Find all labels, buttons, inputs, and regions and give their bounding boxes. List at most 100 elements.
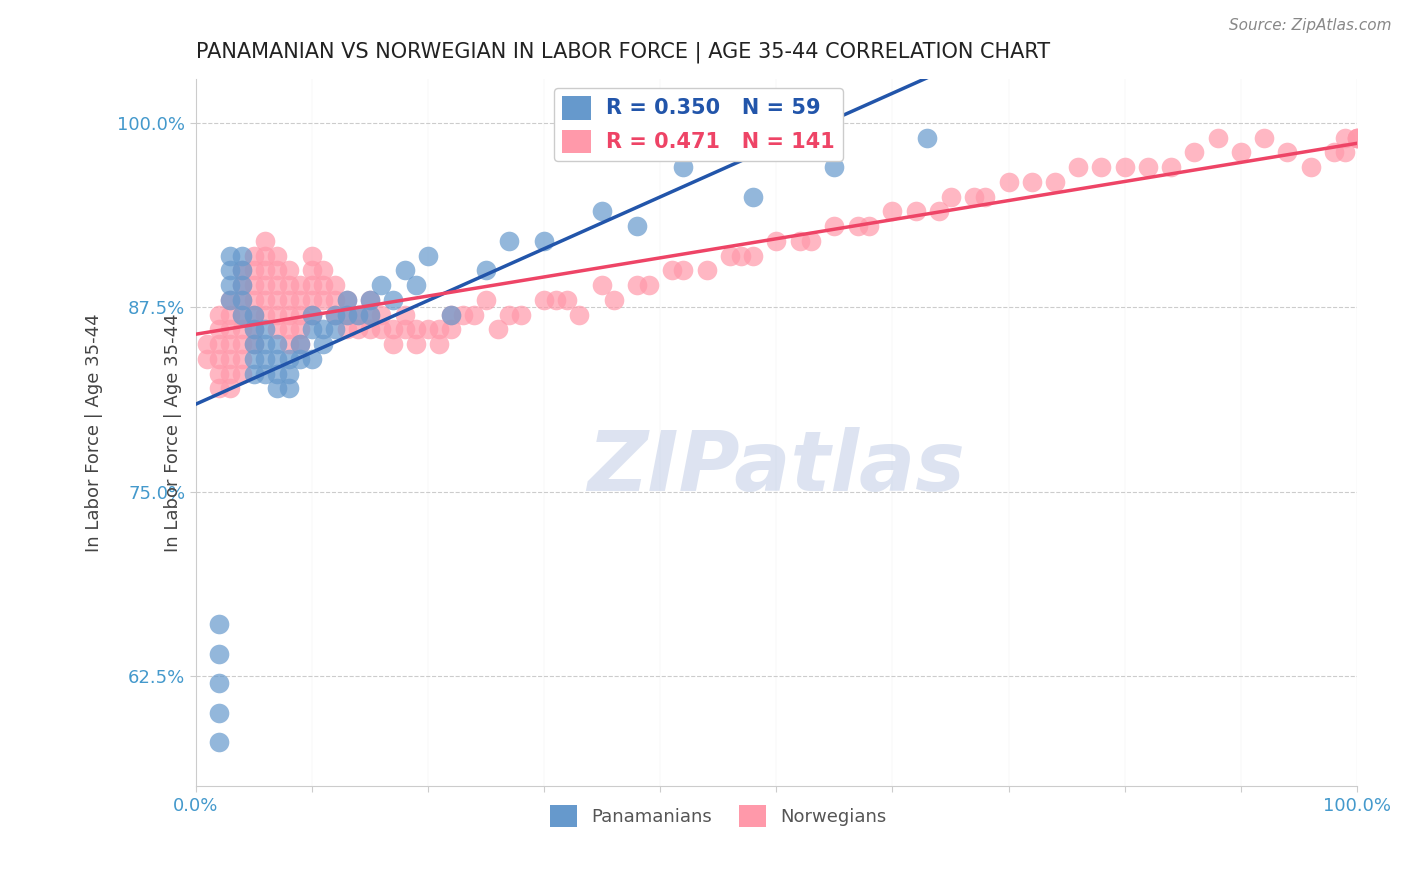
Panamanians (208, 617, 231, 632)
Panamanians (242, 308, 264, 322)
Norwegians (568, 308, 591, 322)
Panamanians (266, 337, 288, 351)
Panamanians (208, 676, 231, 690)
Norwegians (498, 308, 520, 322)
Panamanians (382, 293, 405, 307)
Norwegians (359, 322, 381, 336)
Norwegians (242, 263, 264, 277)
Norwegians (323, 293, 346, 307)
Norwegians (1114, 160, 1136, 174)
Norwegians (1334, 145, 1357, 160)
Panamanians (231, 249, 253, 263)
Panamanians (301, 351, 323, 366)
Norwegians (440, 322, 463, 336)
Norwegians (882, 204, 904, 219)
Panamanians (254, 367, 277, 381)
Norwegians (463, 308, 485, 322)
Panamanians (254, 337, 277, 351)
Panamanians (672, 160, 695, 174)
Norwegians (277, 337, 299, 351)
Norwegians (486, 322, 509, 336)
Text: ZIPatlas: ZIPatlas (588, 427, 966, 508)
Norwegians (370, 308, 392, 322)
Norwegians (301, 249, 323, 263)
Panamanians (323, 322, 346, 336)
Panamanians (242, 351, 264, 366)
Norwegians (672, 263, 695, 277)
Norwegians (266, 263, 288, 277)
Norwegians (1334, 130, 1357, 145)
Norwegians (277, 322, 299, 336)
Norwegians (591, 278, 613, 293)
Norwegians (904, 204, 927, 219)
Panamanians (347, 308, 370, 322)
Norwegians (312, 293, 335, 307)
Panamanians (277, 381, 299, 395)
Norwegians (266, 249, 288, 263)
Norwegians (242, 293, 264, 307)
Norwegians (1346, 130, 1368, 145)
Norwegians (208, 367, 231, 381)
Panamanians (288, 351, 311, 366)
Text: Source: ZipAtlas.com: Source: ZipAtlas.com (1229, 18, 1392, 33)
Norwegians (208, 351, 231, 366)
Norwegians (231, 308, 253, 322)
Panamanians (301, 308, 323, 322)
Panamanians (208, 706, 231, 720)
Norwegians (555, 293, 578, 307)
Norwegians (394, 308, 416, 322)
Norwegians (219, 322, 242, 336)
Panamanians (277, 367, 299, 381)
Norwegians (416, 322, 439, 336)
Panamanians (266, 351, 288, 366)
Norwegians (208, 322, 231, 336)
Norwegians (823, 219, 845, 233)
Norwegians (382, 337, 405, 351)
Panamanians (254, 351, 277, 366)
Norwegians (1206, 130, 1229, 145)
Norwegians (195, 351, 218, 366)
Panamanians (277, 351, 299, 366)
Panamanians (231, 278, 253, 293)
Norwegians (301, 308, 323, 322)
Norwegians (277, 263, 299, 277)
Panamanians (533, 234, 555, 248)
Norwegians (440, 308, 463, 322)
Norwegians (312, 263, 335, 277)
Panamanians (359, 308, 381, 322)
Norwegians (846, 219, 869, 233)
Norwegians (429, 337, 451, 351)
Norwegians (288, 278, 311, 293)
Norwegians (219, 308, 242, 322)
Norwegians (208, 337, 231, 351)
Panamanians (416, 249, 439, 263)
Norwegians (1067, 160, 1090, 174)
Panamanians (591, 204, 613, 219)
Panamanians (254, 322, 277, 336)
Panamanians (336, 308, 359, 322)
Norwegians (323, 278, 346, 293)
Panamanians (498, 234, 520, 248)
Norwegians (242, 278, 264, 293)
Norwegians (231, 293, 253, 307)
Panamanians (231, 293, 253, 307)
Norwegians (231, 337, 253, 351)
Panamanians (219, 278, 242, 293)
Norwegians (451, 308, 474, 322)
Norwegians (336, 322, 359, 336)
Panamanians (917, 130, 939, 145)
Norwegians (1346, 130, 1368, 145)
Panamanians (336, 293, 359, 307)
Norwegians (266, 293, 288, 307)
Norwegians (1277, 145, 1299, 160)
Norwegians (208, 381, 231, 395)
Norwegians (336, 293, 359, 307)
Norwegians (336, 308, 359, 322)
Norwegians (219, 293, 242, 307)
Norwegians (254, 249, 277, 263)
Norwegians (231, 263, 253, 277)
Panamanians (208, 735, 231, 749)
Norwegians (219, 381, 242, 395)
Norwegians (359, 293, 381, 307)
Norwegians (359, 308, 381, 322)
